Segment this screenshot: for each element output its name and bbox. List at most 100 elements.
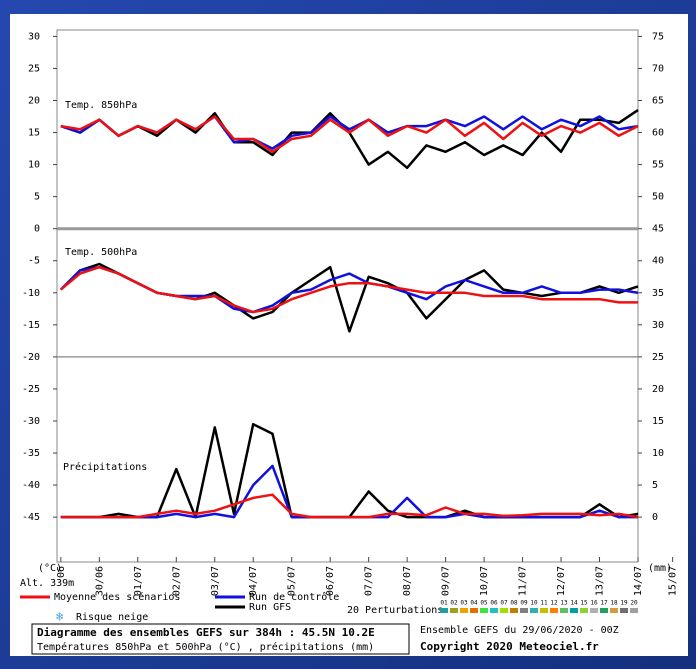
x-tick-label: 02/07 <box>171 566 182 596</box>
unit-right: (mm) <box>648 563 672 574</box>
x-tick-label: 01/07 <box>133 566 144 596</box>
y-tick-label: -35 <box>22 448 40 459</box>
y2-tick-label: 50 <box>652 192 664 203</box>
perturbation-name: 06 <box>490 600 498 607</box>
snow-icon: ❄ <box>56 610 63 624</box>
plot-frame <box>56 29 639 563</box>
y2-tick-label: 15 <box>652 416 664 427</box>
legend-label: Moyenne des scénarios <box>54 591 180 603</box>
y-tick-label: 10 <box>28 160 40 171</box>
x-tick-label: 12/07 <box>556 566 567 596</box>
perturbation-name: 18 <box>610 600 618 607</box>
panel <box>10 14 688 656</box>
x-tick-label: 11/07 <box>518 566 529 596</box>
perturbation-name: 10 <box>530 600 538 607</box>
x-tick-label: 08/07 <box>402 566 413 596</box>
perturbation-swatch <box>630 608 638 613</box>
perturbation-swatch <box>460 608 468 613</box>
series-line <box>60 115 639 154</box>
perturbation-name: 20 <box>630 600 638 607</box>
panel-label: Temp. 850hPa <box>65 100 137 111</box>
x-tick-label: 07/07 <box>364 566 375 596</box>
perturbation-swatch <box>470 608 478 613</box>
y-tick-label: 25 <box>28 63 40 74</box>
y2-tick-label: 25 <box>652 352 664 363</box>
y2-tick-label: 75 <box>652 31 664 42</box>
perturbation-swatch <box>610 608 618 613</box>
y2-tick-label: 30 <box>652 320 664 331</box>
perturbation-swatch <box>600 608 608 613</box>
series-line <box>60 265 638 314</box>
x-tick-label: 13/07 <box>595 566 606 596</box>
perturbation-name: 14 <box>570 600 578 607</box>
perturbation-swatch <box>490 608 498 613</box>
perturbation-name: 03 <box>460 600 468 607</box>
x-tick-label: 09/07 <box>441 566 452 596</box>
perturbation-name: 13 <box>560 600 568 607</box>
y-tick-label: -5 <box>28 256 40 267</box>
y2-tick-label: 65 <box>652 96 664 107</box>
perturbation-swatch <box>550 608 558 613</box>
y-tick-label: -40 <box>22 480 40 491</box>
perturbation-name: 04 <box>470 600 478 607</box>
perturbation-name: 01 <box>440 600 448 607</box>
y2-tick-label: 60 <box>652 128 664 139</box>
y2-tick-label: 70 <box>652 63 664 74</box>
perturbation-name: 15 <box>580 600 588 607</box>
y2-tick-label: 20 <box>652 384 664 395</box>
run-info: Ensemble GEFS du 29/06/2020 - 00Z <box>420 625 619 636</box>
y2-tick-label: 35 <box>652 288 664 299</box>
perturbation-swatch <box>530 608 538 613</box>
x-tick-label: 06 <box>56 566 67 578</box>
y2-tick-label: 0 <box>652 512 658 523</box>
y2-tick-label: 55 <box>652 160 664 171</box>
perturbation-name: 07 <box>500 600 508 607</box>
y2-tick-label: 40 <box>652 256 664 267</box>
copyright: Copyright 2020 Meteociel.fr <box>420 640 599 653</box>
y-tick-label: -25 <box>22 384 40 395</box>
y-tick-label: 30 <box>28 31 40 42</box>
perturbation-swatch <box>560 608 568 613</box>
footer-box <box>31 623 410 655</box>
perturbation-name: 17 <box>600 600 608 607</box>
y-tick-label: 20 <box>28 96 40 107</box>
y-tick-label: 0 <box>34 224 40 235</box>
y-tick-label: 5 <box>34 192 40 203</box>
x-tick-label: 05/07 <box>287 566 298 596</box>
perturbation-swatch <box>510 608 518 613</box>
legend-label: Run GFS <box>249 602 291 613</box>
perturbation-swatch <box>480 608 488 613</box>
perturbation-swatch <box>620 608 628 613</box>
perturbation-swatch <box>590 608 598 613</box>
perturbation-swatch <box>440 608 448 613</box>
y-tick-label: 15 <box>28 128 40 139</box>
perturbation-name: 12 <box>550 600 558 607</box>
y-tick-label: -45 <box>22 512 40 523</box>
series-line <box>60 493 639 519</box>
altitude: Alt. 339m <box>20 578 74 589</box>
snow-label: Risque neige <box>76 612 148 623</box>
perturbation-swatch <box>500 608 508 613</box>
perturbation-name: 09 <box>520 600 528 607</box>
perturbation-name: 05 <box>480 600 488 607</box>
footer-subtitle: Températures 850hPa et 500hPa (°C) , pré… <box>37 641 374 653</box>
perturbation-name: 11 <box>540 600 548 607</box>
x-tick-label: 06/07 <box>325 566 336 596</box>
perturbations-label: 20 Perturbations <box>347 605 443 616</box>
y2-tick-label: 45 <box>652 224 664 235</box>
y2-tick-label: 5 <box>652 480 658 491</box>
perturbation-swatch <box>570 608 578 613</box>
x-tick-label: 30/06 <box>94 566 105 596</box>
x-tick-label: 04/07 <box>248 566 259 596</box>
perturbation-name: 02 <box>450 600 458 607</box>
panel-label: Temp. 500hPa <box>65 247 137 258</box>
unit-left: (°C) <box>38 563 62 574</box>
perturbation-name: 19 <box>620 600 628 607</box>
perturbation-swatch <box>450 608 458 613</box>
perturbation-swatch <box>540 608 548 613</box>
x-tick-label: 15/07 <box>668 566 679 596</box>
legend-label: Run de contrôle <box>249 591 339 603</box>
panel-label: Précipitations <box>63 461 147 473</box>
